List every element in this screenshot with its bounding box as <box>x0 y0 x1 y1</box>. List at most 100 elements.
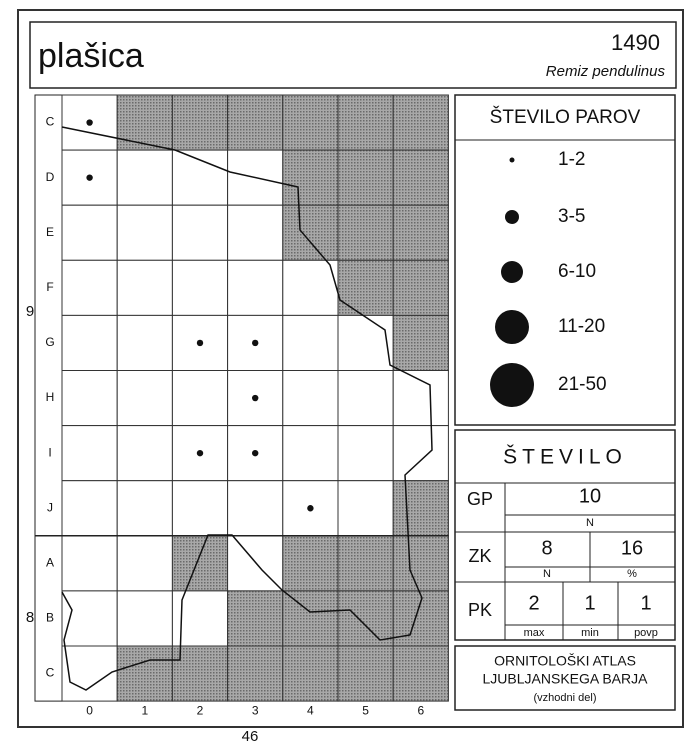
row-label: A <box>46 556 54 570</box>
cell <box>116 149 173 206</box>
pk-label: PK <box>468 600 492 620</box>
page-number: 46 <box>242 728 259 745</box>
legend-box <box>454 94 676 426</box>
cell <box>392 425 449 482</box>
shaded-cell <box>392 204 449 261</box>
zk-percent: 16 <box>621 537 643 559</box>
column-label: 5 <box>362 703 369 717</box>
column-label: 4 <box>307 703 314 717</box>
column-label: 6 <box>417 703 424 717</box>
footer-line: (vzhodni del) <box>534 692 597 704</box>
shaded-cell <box>171 645 229 702</box>
shaded-cell <box>392 590 449 647</box>
legend-label: 1-2 <box>558 149 585 170</box>
pk-avg-label: povp <box>634 627 658 639</box>
cell <box>227 314 284 371</box>
cell <box>61 535 118 592</box>
stats-title: ŠTEVILO <box>503 446 627 469</box>
zk-value: 8 <box>541 537 552 559</box>
cell <box>282 314 339 371</box>
map: C D E F G H I J A B C 0 1 2 3 4 5 6 9 8 <box>26 94 449 717</box>
shaded-cell <box>392 535 449 592</box>
row-label: C <box>46 115 55 129</box>
cell <box>61 314 118 371</box>
gp-label: GP <box>467 489 493 509</box>
shaded-cell <box>116 645 173 702</box>
pk-max-label: max <box>524 627 545 639</box>
pk-max: 2 <box>528 592 539 614</box>
shaded-cell <box>227 590 284 647</box>
cell <box>392 370 449 427</box>
cell <box>116 535 173 592</box>
cell <box>61 259 118 316</box>
cell <box>61 645 118 702</box>
row-label: G <box>45 335 54 349</box>
cell <box>116 590 173 647</box>
header-box <box>29 21 677 89</box>
legend-label: 6-10 <box>558 261 596 282</box>
shaded-cell <box>282 204 339 261</box>
cell <box>116 480 173 537</box>
cell <box>61 480 118 537</box>
species-number: 1490 <box>611 30 660 55</box>
cell <box>61 425 118 482</box>
shaded-cell <box>337 645 394 702</box>
zk-unit: N <box>543 568 551 580</box>
pk-avg: 1 <box>640 592 651 614</box>
gp-value: 10 <box>579 485 601 507</box>
legend-title: ŠTEVILO PAROV <box>490 106 641 128</box>
cell <box>227 204 284 261</box>
row-label: D <box>46 170 55 184</box>
legend-dot <box>509 157 515 163</box>
cell <box>227 480 284 537</box>
column-label: 3 <box>252 703 259 717</box>
shaded-cell <box>116 94 173 151</box>
cell <box>282 425 339 482</box>
shaded-cell <box>282 94 339 151</box>
column-label: 1 <box>141 703 148 717</box>
label-strip <box>34 94 63 702</box>
cell <box>337 480 394 537</box>
legend-dot <box>501 261 523 283</box>
shaded-cell <box>392 259 449 316</box>
latin-name: Remiz pendulinus <box>546 63 666 80</box>
side-label: 9 <box>26 303 34 320</box>
boundary-line <box>61 126 433 691</box>
shaded-cell <box>227 94 284 151</box>
shaded-cell <box>337 149 394 206</box>
legend-label: 11-20 <box>558 316 605 337</box>
row-label: E <box>46 225 54 239</box>
legend-dot <box>505 210 519 224</box>
side-label: 8 <box>26 609 34 626</box>
column-label: 0 <box>86 703 93 717</box>
legend-label: 21-50 <box>558 374 607 395</box>
legend-label: 3-5 <box>558 206 585 227</box>
shaded-cell <box>392 94 449 151</box>
shaded-cell <box>282 149 339 206</box>
shaded-cell <box>282 535 339 592</box>
cell <box>171 259 229 316</box>
cell <box>282 370 339 427</box>
record-dot <box>252 394 259 402</box>
legend-dot <box>490 363 534 407</box>
row-label: C <box>46 666 55 680</box>
cell <box>61 590 118 647</box>
shaded-cell <box>282 590 339 647</box>
shaded-cell <box>337 590 394 647</box>
record-dot <box>196 339 204 347</box>
zk-percent-unit: % <box>627 568 637 580</box>
column-label: 2 <box>197 703 204 717</box>
cell <box>116 259 173 316</box>
shaded-cell <box>282 645 339 702</box>
shaded-cell <box>392 149 449 206</box>
record-dot <box>196 449 204 457</box>
footer-line: LJUBLJANSKEGA BARJA <box>483 671 649 687</box>
pk-min-label: min <box>581 627 599 639</box>
shaded-cell <box>337 535 394 592</box>
gp-unit: N <box>586 517 594 529</box>
record-dot <box>307 505 314 512</box>
shaded-cell <box>392 480 449 537</box>
footer-line: ORNITOLOŠKI ATLAS <box>494 653 636 669</box>
cell <box>116 204 173 261</box>
cell <box>61 204 118 261</box>
